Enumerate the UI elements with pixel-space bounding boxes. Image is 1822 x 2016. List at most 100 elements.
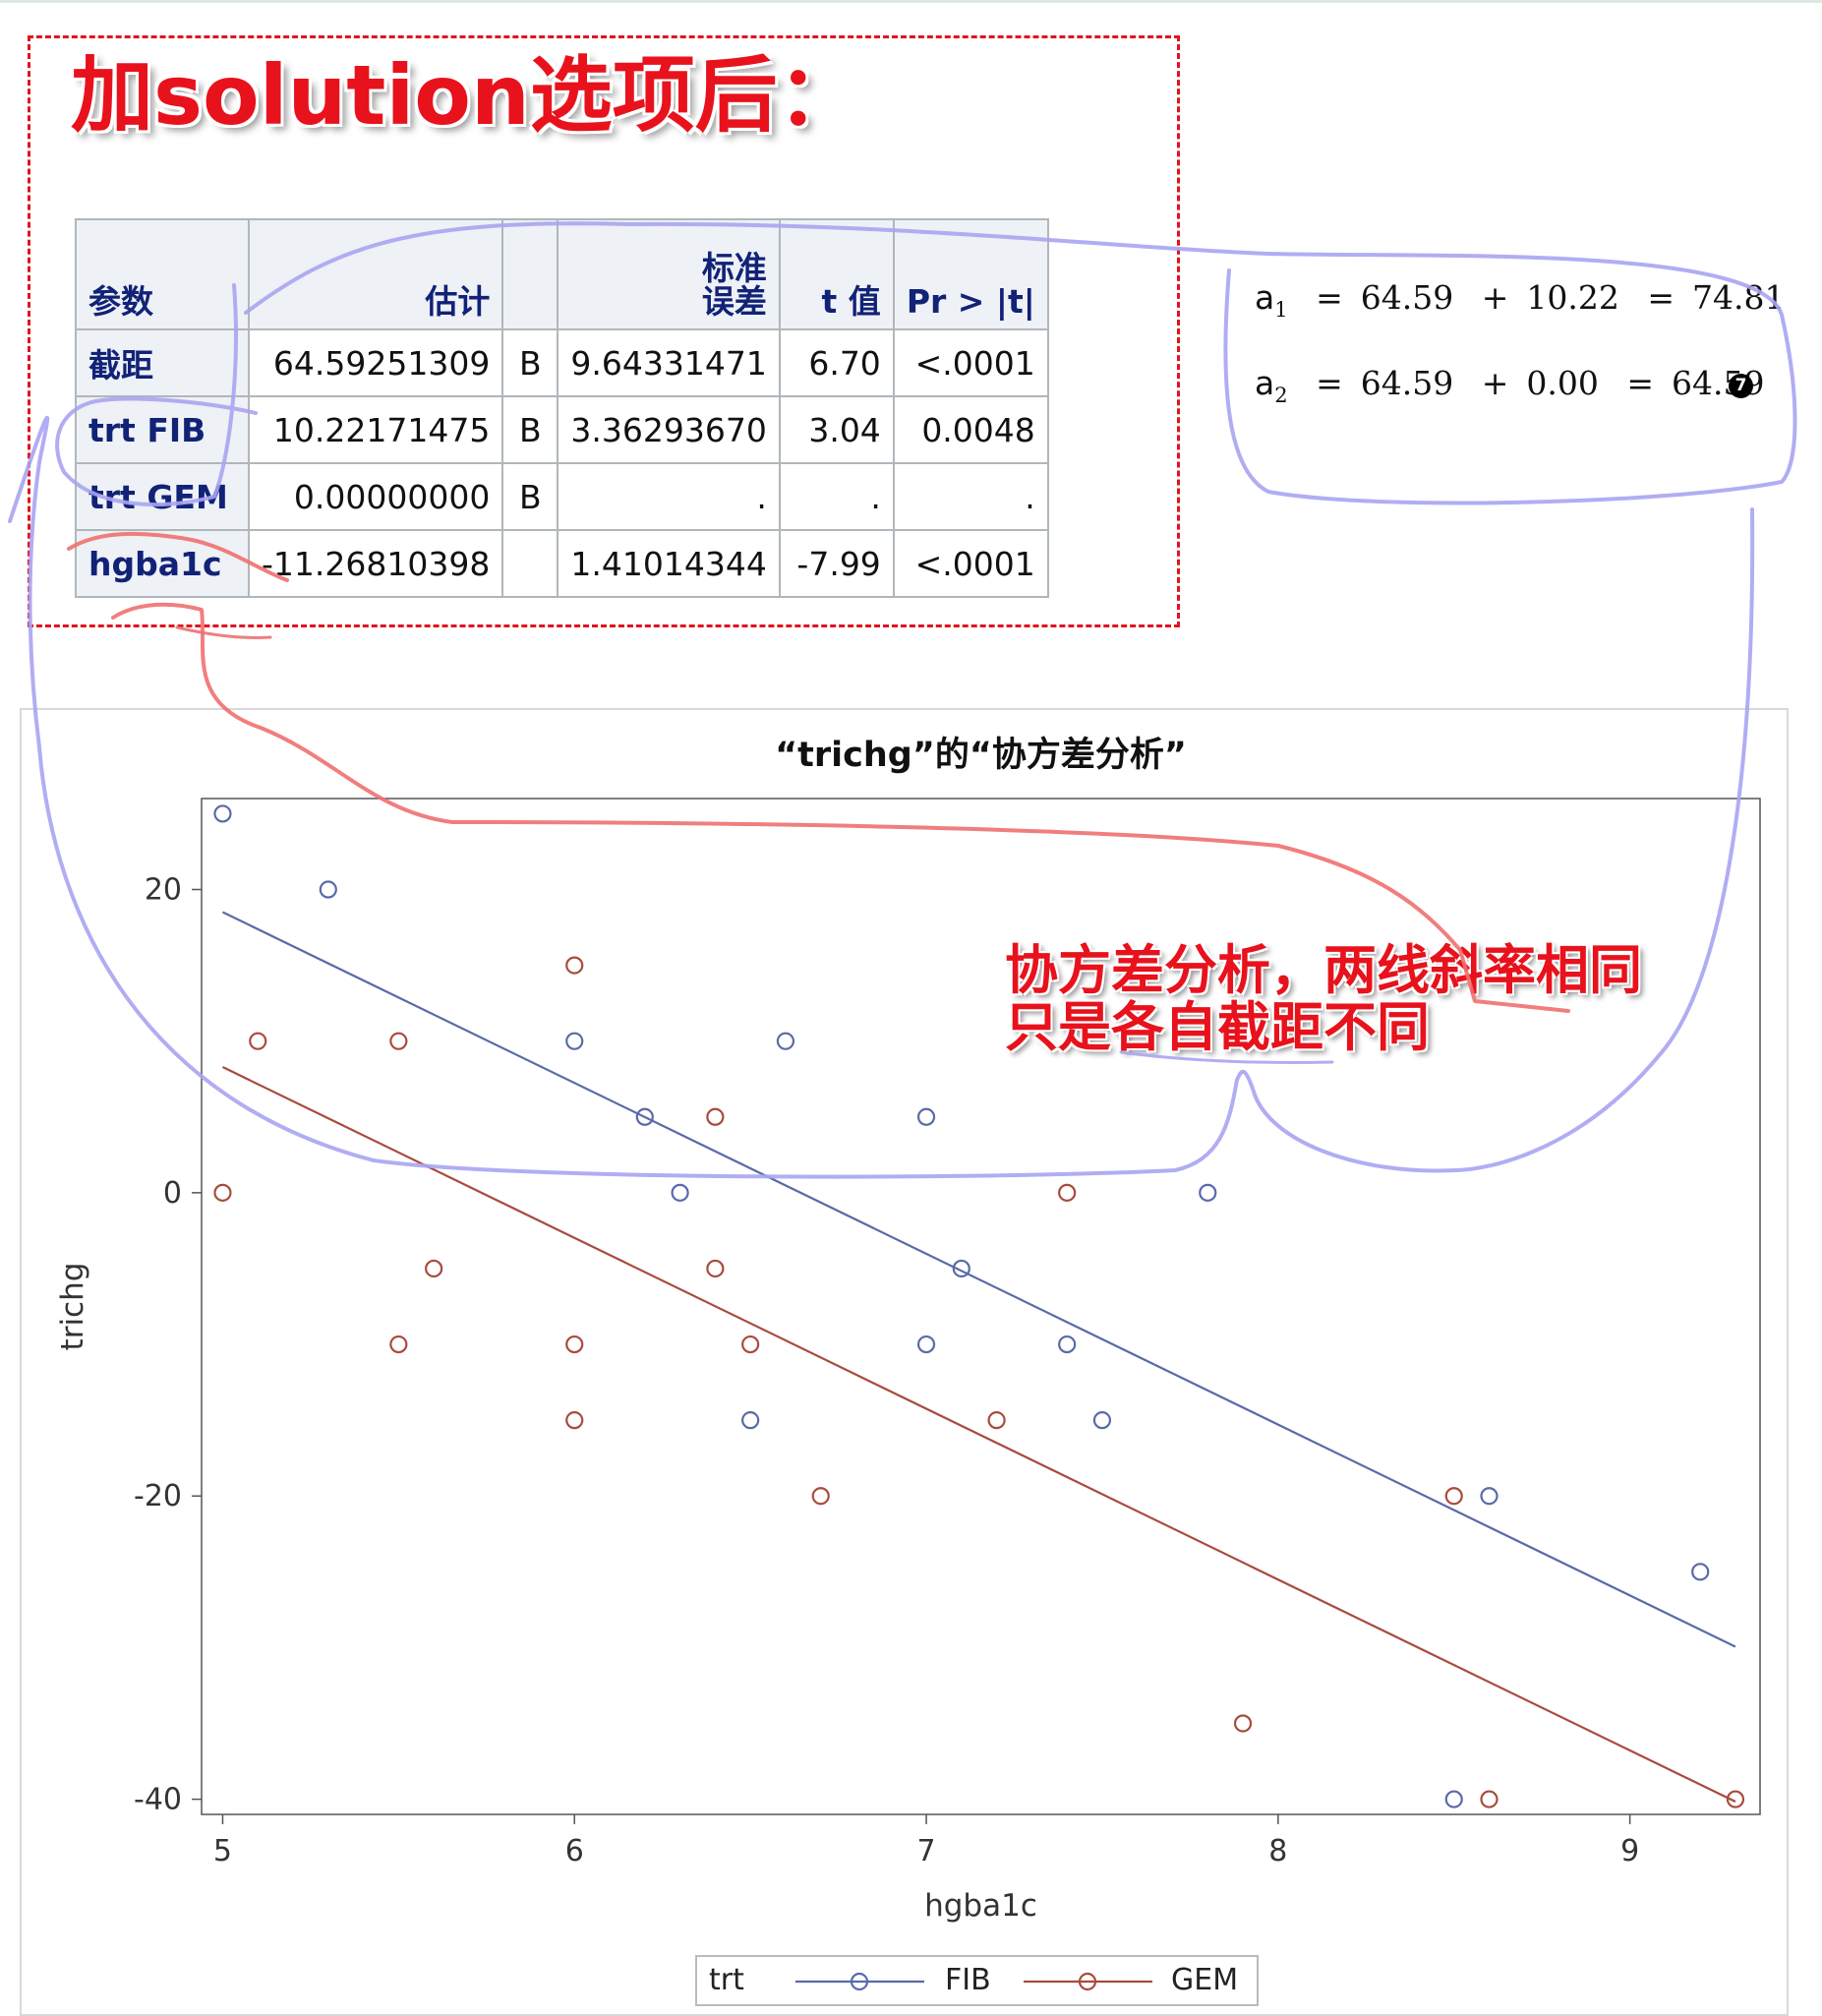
chart-legend: trt FIB GEM	[695, 1955, 1259, 2006]
eq-equals: =	[1647, 278, 1675, 317]
row-label: trt GEM	[75, 462, 250, 531]
chart-title: “trichg”的“协方差分析”	[775, 736, 1187, 775]
eq-term-b: 0.00	[1526, 364, 1599, 402]
table-row: 截距 64.59251309 B 9.64331471 6.70 <.0001	[75, 328, 1049, 397]
table-row: trt GEM 0.00000000 B . . .	[75, 462, 1049, 531]
data-point-gem	[741, 1334, 760, 1354]
eq-equals: =	[1316, 364, 1343, 402]
eq-result: 74.81	[1692, 278, 1786, 317]
fit-line-gem	[221, 1066, 1736, 1804]
cell-p-value: <.0001	[892, 328, 1049, 397]
y-tick-label: 20	[145, 873, 182, 908]
data-point-fib	[1444, 1790, 1463, 1808]
data-point-gem	[565, 1411, 584, 1430]
table-header-row: 参数 估计 标准 误差 t 值 Pr > |t|	[75, 218, 1049, 330]
data-point-gem	[249, 1032, 267, 1050]
eq-subscript: 2	[1274, 384, 1288, 407]
data-point-fib	[1199, 1183, 1217, 1202]
cell-t-value: .	[778, 462, 895, 531]
data-point-gem	[213, 1183, 232, 1202]
data-point-fib	[1058, 1334, 1077, 1354]
red-annotation: 协方差分析，两线斜率相同 只是各自截距不同	[1005, 942, 1642, 1056]
data-point-gem	[425, 1259, 443, 1278]
row-label: trt FIB	[75, 395, 250, 464]
data-point-fib	[1480, 1487, 1499, 1506]
cell-p-value: 0.0048	[892, 395, 1049, 464]
header-t-value: t 值	[778, 218, 895, 330]
data-point-fib	[741, 1411, 760, 1430]
data-point-fib	[1092, 1411, 1112, 1430]
data-point-gem	[1233, 1714, 1253, 1733]
row-label: hgba1c	[75, 529, 250, 598]
y-tick-label: -20	[134, 1479, 182, 1513]
data-point-gem	[706, 1259, 725, 1278]
eq-term-a: 64.59	[1360, 364, 1454, 402]
data-point-fib	[1691, 1563, 1710, 1581]
table-row: hgba1c -11.26810398 1.41014344 -7.99 <.0…	[75, 529, 1049, 598]
legend-label-fib: FIB	[945, 1963, 991, 1997]
parameter-estimates-table: 参数 估计 标准 误差 t 值 Pr > |t| 截距 64.59251309 …	[75, 218, 1049, 598]
x-axis-label: hgba1c	[924, 1888, 1037, 1924]
cell-flag: B	[501, 395, 559, 464]
cell-t-value: 3.04	[778, 395, 895, 464]
data-point-gem	[1444, 1487, 1463, 1506]
cell-std-error: 9.64331471	[557, 328, 781, 397]
scatter-chart: “trichg”的“协方差分析” 5 6 7 8 9 20 0 -20 -40 hgba1c tric…	[55, 736, 1761, 1924]
x-tick-label: 8	[1268, 1834, 1287, 1868]
eq-symbol: a	[1255, 364, 1275, 402]
data-point-fib	[916, 1107, 936, 1126]
top-border	[0, 0, 1822, 3]
data-point-fib	[565, 1032, 584, 1050]
cell-estimate: 64.59251309	[247, 328, 504, 397]
cell-estimate: 0.00000000	[247, 462, 504, 531]
header-flag	[501, 218, 559, 330]
legend-swatch-fib	[795, 1972, 924, 1991]
data-point-gem	[389, 1032, 408, 1050]
data-point-fib	[213, 804, 232, 823]
cell-estimate: 10.22171475	[247, 395, 504, 464]
data-point-fib	[319, 880, 337, 899]
eq-equals: =	[1626, 364, 1655, 402]
eq-symbol: a	[1255, 278, 1275, 317]
y-axis-label: trichg	[55, 1263, 90, 1351]
cell-t-value: -7.99	[778, 529, 895, 598]
cell-p-value: .	[892, 462, 1049, 531]
cell-std-error: 1.41014344	[557, 529, 781, 598]
eq-term-b: 10.22	[1526, 278, 1619, 317]
cell-flag: B	[501, 328, 559, 397]
eq-subscript: 1	[1274, 298, 1288, 322]
annotation-line-1: 协方差分析，两线斜率相同	[1005, 939, 1642, 1001]
data-point-gem	[1058, 1183, 1077, 1202]
cell-std-error: 3.36293670	[557, 395, 781, 464]
legend-swatch-gem	[1024, 1972, 1152, 1991]
x-tick-label: 5	[213, 1834, 232, 1868]
x-tick-label: 6	[565, 1834, 584, 1868]
legend-title: trt	[709, 1963, 744, 1997]
data-point-fib	[952, 1259, 970, 1278]
page-heading: 加solution选项后：	[71, 47, 860, 144]
cell-flag	[501, 529, 559, 598]
equation-a2: a2 = 64.59 +0.00 = 64.59	[1255, 364, 1765, 407]
x-tick-label: 9	[1620, 1834, 1639, 1868]
data-point-gem	[1726, 1790, 1745, 1808]
data-point-gem	[811, 1487, 830, 1506]
annotation-line-2: 只是各自截距不同	[1005, 996, 1430, 1058]
cell-p-value: <.0001	[892, 529, 1049, 598]
data-point-gem	[706, 1107, 725, 1126]
data-point-gem	[565, 956, 584, 975]
row-label: 截距	[75, 328, 250, 397]
data-point-gem	[565, 1334, 584, 1354]
legend-label-gem: GEM	[1171, 1963, 1239, 1997]
cell-std-error: .	[557, 462, 781, 531]
eq-equals: =	[1316, 278, 1343, 317]
cell-estimate: -11.26810398	[247, 529, 504, 598]
data-point-gem	[987, 1411, 1006, 1430]
data-point-gem	[1480, 1790, 1499, 1808]
data-point-fib	[671, 1183, 689, 1202]
eq-plus: +	[1481, 364, 1509, 402]
header-parameter: 参数	[75, 218, 250, 330]
x-tick-label: 7	[916, 1834, 935, 1868]
chart-panel: “trichg”的“协方差分析” 5 6 7 8 9 20 0 -20 -40 hgba1c tric…	[20, 708, 1789, 2016]
equation-a1: a1 = 64.59 +10.22 = 74.81	[1255, 278, 1786, 322]
y-tick-label: 0	[163, 1176, 182, 1211]
